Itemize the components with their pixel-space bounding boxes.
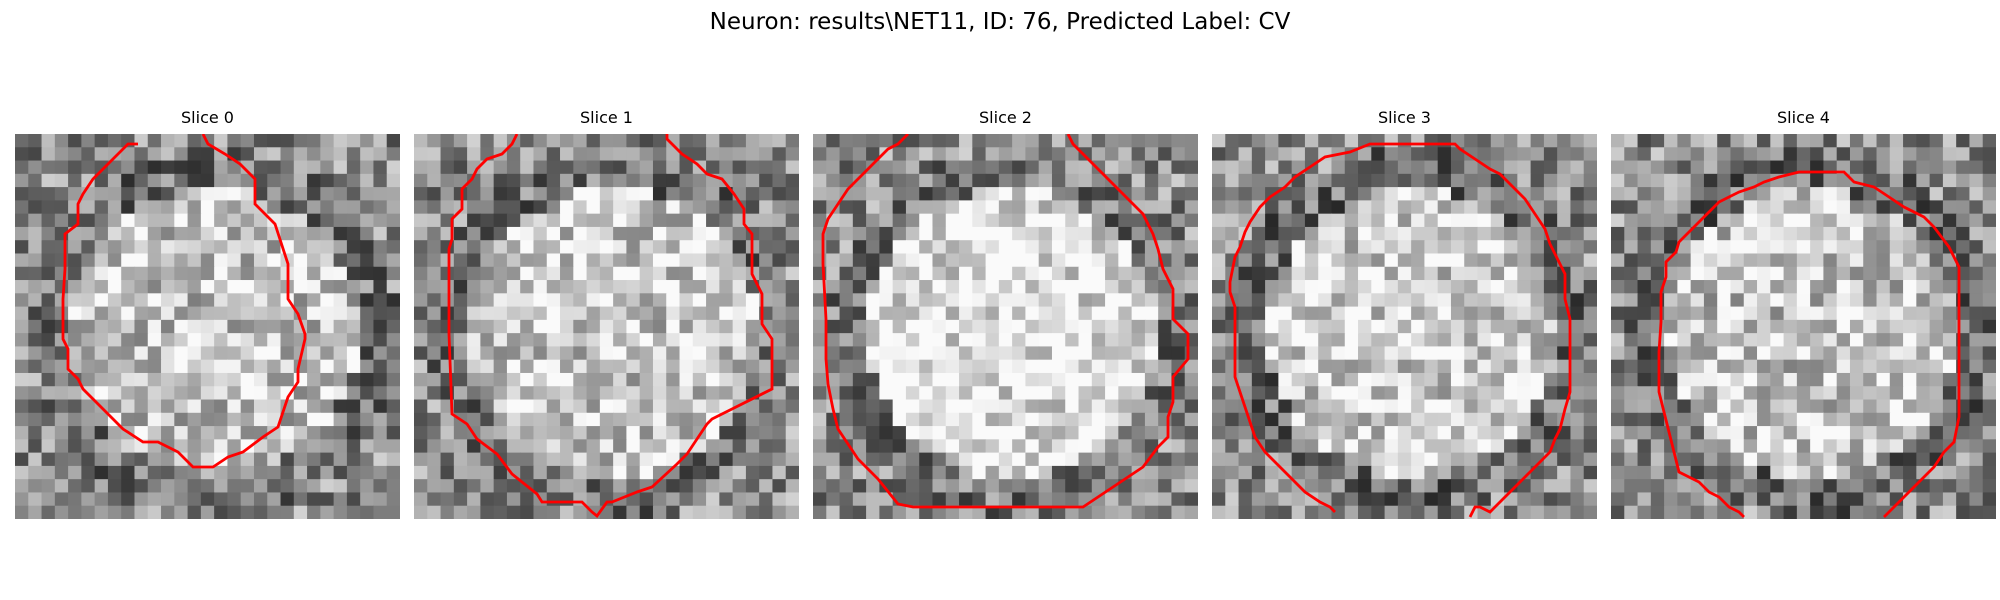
slice-image-0 xyxy=(15,134,400,519)
slice-image-2 xyxy=(813,134,1198,519)
slice-image-4 xyxy=(1611,134,1996,519)
pixel-grid xyxy=(1212,134,1597,519)
contour-outline xyxy=(61,134,307,469)
panel-title: Slice 3 xyxy=(1378,108,1431,127)
figure-title: Neuron: results\NET11, ID: 76, Predicted… xyxy=(709,9,1291,35)
panel-title: Slice 1 xyxy=(580,108,633,127)
pixel-grid xyxy=(1611,134,1996,519)
contour-outline xyxy=(1228,142,1572,518)
slice-image-1 xyxy=(414,134,799,519)
slice-image-3 xyxy=(1212,134,1597,519)
panel-title: Slice 2 xyxy=(979,108,1032,127)
pixel-grid xyxy=(813,134,1198,519)
contour-outline xyxy=(1657,170,1961,518)
slice-panel-2: Slice 2 xyxy=(813,108,1198,519)
contour-outline xyxy=(447,134,774,519)
pixel-grid xyxy=(15,134,400,519)
contour-outline xyxy=(821,134,1190,509)
panel-title: Slice 4 xyxy=(1777,108,1830,127)
slice-panel-4: Slice 4 xyxy=(1611,108,1996,519)
slice-panel-1: Slice 1 xyxy=(414,108,799,519)
panel-title: Slice 0 xyxy=(181,108,234,127)
slice-panel-0: Slice 0 xyxy=(15,108,400,519)
slice-panel-3: Slice 3 xyxy=(1212,108,1597,519)
pixel-grid xyxy=(414,134,799,519)
